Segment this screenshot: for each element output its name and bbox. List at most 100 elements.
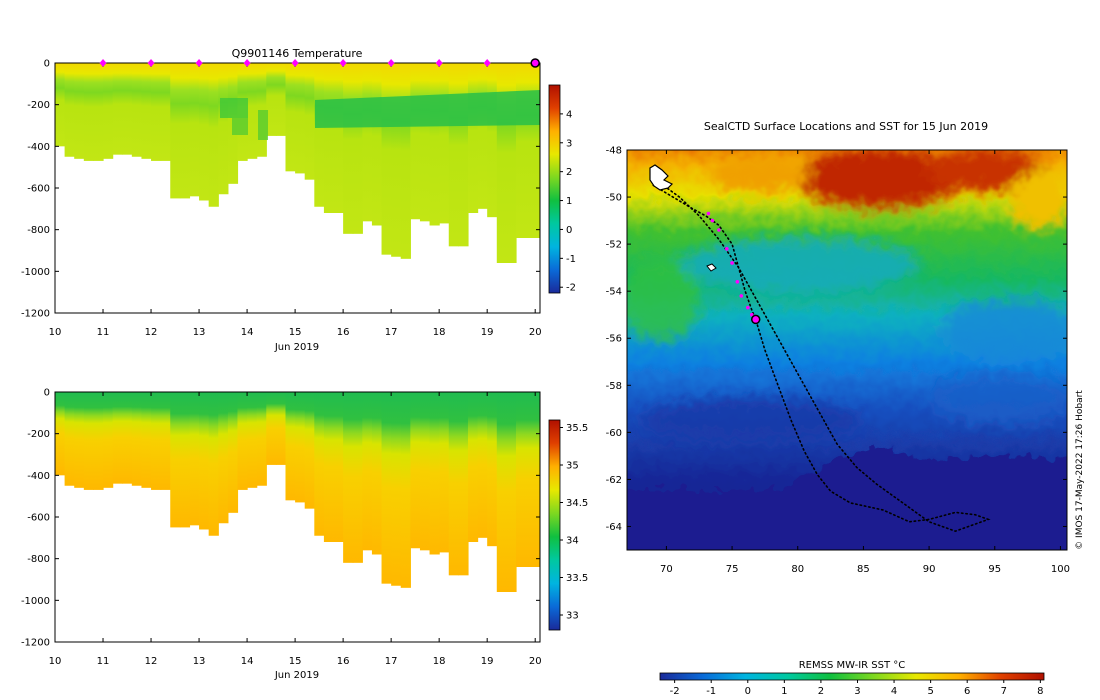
map-longitude-axis: 70 75 80 85 90 95 100: [660, 150, 1070, 575]
y-tick-label: -56: [606, 334, 622, 345]
temperature-x-axis: 10 11 12 13 14 15 16 17 18 19 20: [49, 63, 542, 338]
map-latitude-axis: -48 -50 -52 -54 -56 -58 -60 -62 -64: [606, 146, 1067, 533]
profile-column: [477, 63, 488, 209]
profile-column: [256, 63, 267, 157]
imos-credit: © IMOS 17-May-2022 17:26 Hobart: [1075, 390, 1085, 550]
temperature-colorbar-bar: [548, 84, 561, 294]
profile-column: [170, 63, 181, 199]
sst-colorbar-tick-label: 8: [1037, 686, 1043, 697]
profile-column: [55, 63, 66, 147]
x-tick-label: 11: [97, 327, 110, 338]
profile-column: [429, 392, 440, 555]
profile-marker: [243, 59, 251, 67]
profile-column: [218, 392, 229, 524]
profile-column: [343, 63, 354, 234]
sst-colorbar-tick-label: 0: [745, 686, 751, 697]
y-tick-label: -64: [606, 522, 622, 533]
profile-column: [525, 392, 536, 567]
profile-column: [458, 392, 469, 576]
x-tick-label: 16: [337, 327, 350, 338]
profile-column: [439, 63, 450, 224]
x-tick-label: 17: [385, 327, 398, 338]
profile-column: [64, 63, 75, 157]
profile-column: [371, 392, 383, 555]
y-tick-label: -400: [27, 471, 50, 482]
colorbar-tick-label: 3: [566, 138, 572, 149]
x-tick-label: 12: [145, 327, 158, 338]
y-tick-label: -52: [606, 240, 622, 251]
temperature-cool-band: [315, 90, 540, 128]
profile-marker: [387, 59, 395, 67]
profile-column: [352, 63, 363, 234]
profile-column: [496, 392, 507, 592]
colorbar-tick-label: 35: [566, 461, 579, 472]
sst-map-panel: SealCTD Surface Locations and SST for 15…: [606, 120, 1085, 697]
x-tick-label: 16: [337, 656, 350, 667]
x-tick-label: 95: [988, 564, 1001, 575]
x-tick-label: 20: [529, 656, 542, 667]
y-tick-label: -400: [27, 142, 50, 153]
map-profile-point: [749, 312, 754, 317]
profile-column: [74, 63, 85, 159]
sst-field: [627, 150, 1067, 550]
salinity-colorbar: 35.5 35 34.5 34 33.5 33: [548, 419, 588, 631]
profile-column: [266, 392, 277, 465]
profile-column: [170, 392, 181, 528]
temperature-colorbar-ticks: 4 3 2 1 0 -1 -2: [560, 109, 576, 294]
colorbar-tick-label: -2: [566, 283, 576, 294]
profile-column: [141, 63, 152, 159]
y-tick-label: -60: [606, 428, 622, 439]
map-profile-point: [706, 211, 711, 216]
profile-column: [515, 392, 527, 567]
x-tick-label: 13: [193, 656, 206, 667]
colorbar-tick-label: 33.5: [566, 573, 588, 584]
map-profile-point: [725, 247, 729, 251]
salinity-x-label: Jun 2019: [274, 670, 319, 681]
seal-track: [652, 179, 991, 533]
profile-marker: [483, 59, 491, 67]
x-tick-label: 10: [49, 327, 62, 338]
current-location-marker: [750, 314, 761, 325]
profile-column: [189, 63, 200, 197]
x-tick-label: 19: [481, 327, 494, 338]
profile-column: [160, 392, 171, 490]
salinity-panel: 0 -200 -400 -600 -800 -1000 -1200 10 11 12 13 14 15…: [21, 388, 588, 682]
profile-column: [496, 63, 507, 263]
profile-column: [487, 392, 498, 547]
profile-column: [275, 63, 287, 136]
profile-column: [218, 63, 229, 195]
x-tick-label: 85: [857, 564, 870, 575]
profile-column: [256, 392, 267, 486]
sst-colorbar-label: REMSS MW-IR SST °C: [799, 660, 906, 671]
heard-island-icon: [706, 263, 717, 272]
profile-column: [122, 63, 133, 155]
profile-column: [131, 63, 143, 157]
sst-colorbar-tick-label: 6: [964, 686, 970, 697]
colorbar-tick-label: 33: [566, 611, 579, 622]
salinity-profile-columns: [55, 392, 540, 592]
map-profile-point: [730, 261, 734, 265]
y-tick-label: -600: [27, 184, 50, 195]
temperature-cool-patch: [232, 118, 248, 135]
colorbar-tick-label: 34: [566, 536, 579, 547]
profile-column: [304, 63, 315, 180]
profile-column: [83, 63, 95, 161]
current-location: [750, 314, 761, 325]
x-tick-label: 18: [433, 656, 446, 667]
profile-column: [285, 63, 296, 172]
profile-column: [103, 63, 114, 159]
sst-colorbar-bar: [659, 672, 1045, 681]
sst-colorbar-ticks: -2 -1 0 1 2 3 4 5 6 7 8: [670, 680, 1044, 697]
profile-column: [55, 392, 66, 476]
temperature-x-label: Jun 2019: [274, 342, 319, 353]
profile-column: [237, 392, 248, 490]
profile-column: [458, 63, 469, 247]
profile-column: [199, 392, 210, 530]
profile-column: [227, 392, 239, 513]
x-tick-label: 12: [145, 656, 158, 667]
temperature-panel: Q9901146 Temperature 0 -200 -400 -600 -800 -1…: [21, 47, 576, 353]
x-tick-label: 13: [193, 327, 206, 338]
profile-column: [419, 63, 431, 222]
colorbar-tick-label: -1: [566, 254, 576, 265]
